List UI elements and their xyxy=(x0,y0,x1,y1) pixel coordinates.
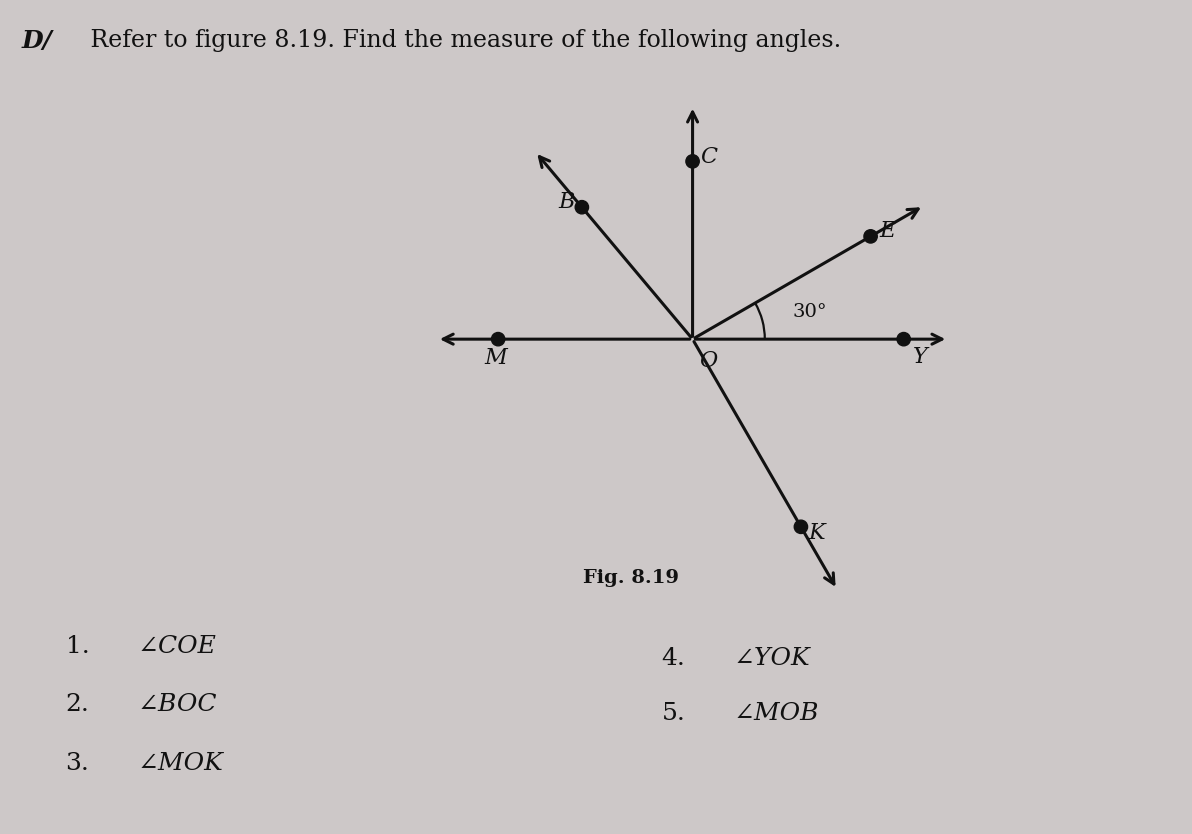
Circle shape xyxy=(864,229,877,243)
Text: B: B xyxy=(558,191,575,213)
Text: K: K xyxy=(808,522,825,545)
Text: 5.: 5. xyxy=(662,701,685,725)
Text: 3.: 3. xyxy=(66,751,89,775)
Circle shape xyxy=(491,333,504,346)
Text: 2.: 2. xyxy=(66,693,89,716)
Text: M: M xyxy=(484,347,508,369)
Text: 30°: 30° xyxy=(793,304,827,321)
Circle shape xyxy=(685,154,700,168)
Text: Y: Y xyxy=(913,346,927,368)
Text: D/: D/ xyxy=(21,29,61,53)
Text: C: C xyxy=(700,146,716,168)
Text: ∠COE: ∠COE xyxy=(137,635,216,658)
Text: Fig. 8.19: Fig. 8.19 xyxy=(583,569,679,587)
Text: E: E xyxy=(880,220,895,242)
Text: 1.: 1. xyxy=(66,635,89,658)
Text: Refer to figure 8.19. Find the measure of the following angles.: Refer to figure 8.19. Find the measure o… xyxy=(83,29,842,53)
Text: 4.: 4. xyxy=(662,647,685,671)
Text: ∠BOC: ∠BOC xyxy=(137,693,217,716)
Circle shape xyxy=(898,333,911,346)
Text: O: O xyxy=(699,350,718,372)
Text: ∠MOB: ∠MOB xyxy=(733,701,819,725)
Circle shape xyxy=(794,520,808,534)
Circle shape xyxy=(576,200,589,214)
Text: ∠MOK: ∠MOK xyxy=(137,751,223,775)
Text: ∠YOK: ∠YOK xyxy=(733,647,809,671)
